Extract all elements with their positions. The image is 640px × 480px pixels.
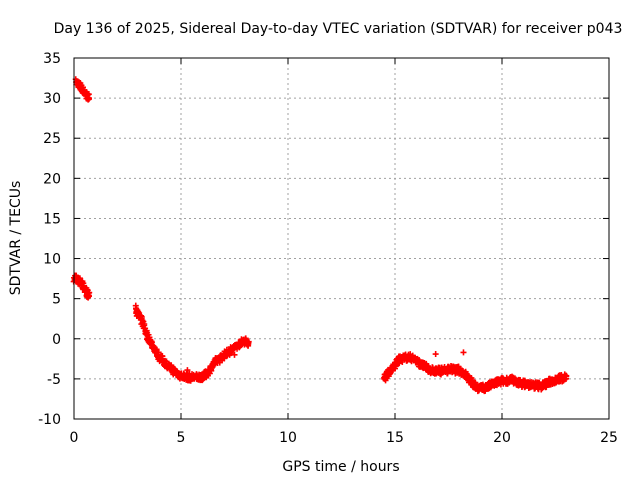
data-point	[85, 95, 92, 102]
data-point	[85, 293, 92, 300]
data-point	[245, 339, 252, 346]
y-tick-label: 20	[43, 171, 61, 187]
y-tick-label: 25	[43, 131, 61, 147]
y-tick-label: 30	[43, 91, 61, 107]
data-point	[236, 343, 243, 350]
data-series	[70, 76, 570, 395]
data-point	[386, 371, 393, 378]
y-tick-label: 15	[43, 211, 61, 227]
data-point	[399, 359, 406, 365]
x-axis-label: GPS time / hours	[282, 459, 399, 475]
y-tick-label: 0	[52, 332, 61, 348]
y-tick-label: -5	[47, 372, 61, 388]
y-tick-label: 10	[43, 252, 61, 268]
y-tick-label: -10	[38, 412, 61, 428]
y-axis-label: SDTVAR / TECUs	[8, 181, 24, 296]
y-tick-label: 5	[52, 292, 61, 308]
x-tick-label: 0	[70, 430, 79, 446]
x-tick-label: 15	[386, 430, 404, 446]
x-tick-label: 25	[600, 430, 618, 446]
data-point	[563, 373, 570, 380]
grid	[74, 58, 609, 419]
x-tick-label: 20	[493, 430, 511, 446]
x-tick-label: 10	[279, 430, 297, 446]
data-point	[184, 367, 191, 374]
x-tick-label: 5	[177, 430, 186, 446]
plot-border	[73, 57, 610, 420]
data-point	[460, 349, 467, 356]
data-point	[231, 351, 238, 358]
chart-title: Day 136 of 2025, Sidereal Day-to-day VTE…	[54, 21, 623, 37]
series-sdtvar	[70, 76, 570, 395]
y-tick-label: 35	[43, 51, 61, 67]
data-point	[432, 351, 439, 358]
